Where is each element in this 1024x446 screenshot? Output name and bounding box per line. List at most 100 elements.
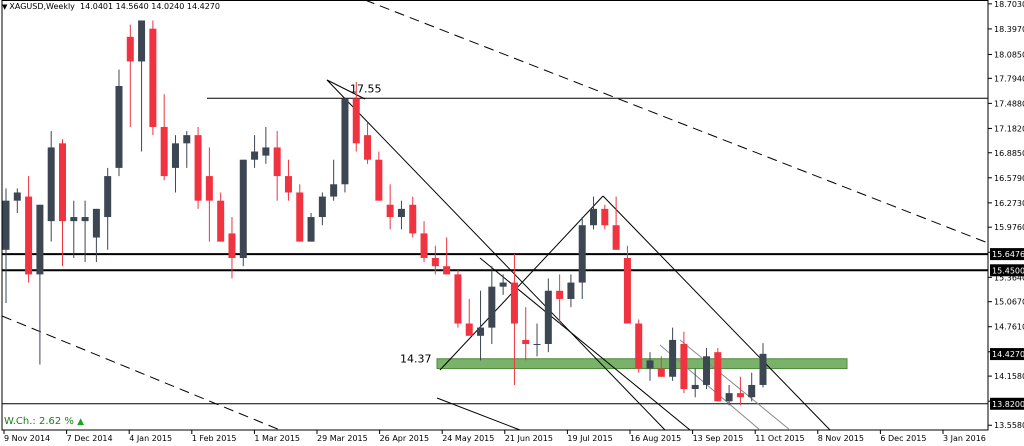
ohlc-values: 14.0401 14.5640 14.0240 14.4270 <box>80 2 220 11</box>
candle-bear <box>58 143 66 222</box>
y-tick-label: 15.0670 <box>994 298 1024 307</box>
candle-bear <box>736 393 744 398</box>
price-label-text: 14.4270 <box>992 350 1024 359</box>
candle-bull <box>477 327 485 336</box>
x-tick-label: 16 Aug 2015 <box>630 434 681 443</box>
y-tick-label: 16.8850 <box>994 149 1024 158</box>
menu-triangle-icon[interactable]: ▼ <box>2 3 8 11</box>
y-tick-label: 17.1820 <box>994 124 1024 133</box>
candle-bear <box>205 176 213 201</box>
price-label-badge <box>990 397 1024 410</box>
candle-bear <box>149 28 157 127</box>
candle-bull <box>725 393 733 402</box>
candle-bull <box>115 86 123 168</box>
x-tick-label: 26 Apr 2015 <box>380 434 429 443</box>
y-tick-label: 15.9760 <box>994 223 1024 232</box>
price-label-text: 13.8200 <box>992 400 1024 409</box>
candle-bull <box>748 384 756 398</box>
price-label-badge <box>990 248 1024 261</box>
candle-bull <box>488 286 496 328</box>
candle-bull <box>533 344 541 345</box>
x-tick-label: 9 Nov 2014 <box>4 434 50 443</box>
candle-bear <box>420 233 428 258</box>
candle-bull <box>239 159 247 258</box>
up-arrow-icon: ▲ <box>77 417 85 427</box>
price-label-badge <box>990 264 1024 277</box>
candle-bull <box>759 353 767 385</box>
x-tick-label: 21 Jun 2015 <box>505 434 553 443</box>
x-tick-label: 4 Jan 2015 <box>129 434 172 443</box>
y-tick-label: 14.7610 <box>994 323 1024 332</box>
candle-bull <box>669 339 677 377</box>
candle-bear <box>714 352 722 402</box>
price-label-text: 15.6476 <box>992 250 1024 259</box>
candle-bull <box>307 217 315 242</box>
minor-trend-2 <box>679 339 791 431</box>
axes: 18.7030 18.3970 18.0850 17.7940 17.4880 17.18… <box>3 0 1024 443</box>
candle-bear <box>623 258 631 324</box>
candle-bull <box>104 176 112 218</box>
y-tick-label: 18.0850 <box>994 50 1024 59</box>
downtrend-line-2 <box>602 195 831 431</box>
candle-bear <box>612 225 620 250</box>
candle-bear <box>657 368 665 377</box>
weekly-change: W.Ch.: 2.62 % ▲ <box>4 416 84 427</box>
minor-trend-1 <box>659 344 761 431</box>
x-tick-label: 24 May 2015 <box>442 434 494 443</box>
x-tick-label: 19 Jul 2015 <box>567 434 612 443</box>
symbol-label: XAGUSD,Weekly <box>9 2 75 11</box>
y-tick-label: 15.3640 <box>994 273 1024 282</box>
candle-bear <box>680 344 688 390</box>
candle-bull <box>691 384 699 390</box>
x-tick-label: 7 Dec 2014 <box>67 434 113 443</box>
candle-bull <box>578 225 586 283</box>
y-tick-label: 13.5580 <box>994 421 1024 430</box>
x-tick-label: 29 Mar 2015 <box>317 434 368 443</box>
candle-bull <box>92 208 100 238</box>
candle-bear <box>352 98 360 144</box>
candle-bull <box>47 147 55 222</box>
y-tick-label: 14.1580 <box>994 372 1024 381</box>
y-tick-label: 16.2730 <box>994 199 1024 208</box>
y-tick-label: 18.3970 <box>994 25 1024 34</box>
candle-bear <box>386 204 394 218</box>
x-tick-label: 11 Oct 2015 <box>755 434 804 443</box>
x-tick-label: 3 Jan 2016 <box>943 434 986 443</box>
candle-bull <box>70 217 78 222</box>
candle-bear <box>635 323 643 369</box>
candle-bear <box>601 208 609 226</box>
candle-bear <box>510 282 518 324</box>
candle-bear <box>284 176 292 193</box>
candles <box>2 20 767 406</box>
candle-bear <box>273 147 281 177</box>
price-label-text: 15.4500 <box>992 266 1024 275</box>
candle-bull <box>499 282 507 287</box>
y-tick-label: 16.5790 <box>994 174 1024 183</box>
dashed-lower-channel <box>1 315 281 431</box>
candle-bear <box>556 290 564 299</box>
candle-bear <box>160 126 168 177</box>
price-label-badge <box>990 348 1024 361</box>
downtrend-start <box>326 79 366 100</box>
candle-bull <box>138 20 146 62</box>
candle-bull <box>36 204 44 275</box>
candle-bear <box>443 266 451 275</box>
x-tick-label: 8 Nov 2015 <box>818 434 864 443</box>
candle-bear <box>522 339 530 344</box>
candle-bull <box>590 208 598 226</box>
weekly-change-label: W.Ch.: 2.62 % <box>4 416 74 427</box>
y-tick-label: 17.4880 <box>994 99 1024 108</box>
annotation-17-55: 17.55 <box>350 82 382 95</box>
candle-bear <box>465 323 473 336</box>
candle-bull <box>544 290 552 344</box>
candle-bull <box>13 192 21 201</box>
candle-bull <box>397 208 405 218</box>
x-tick-label: 1 Mar 2015 <box>254 434 300 443</box>
candle-bear <box>296 192 304 242</box>
candle-bull <box>251 151 259 160</box>
candle-bull <box>703 356 711 385</box>
candle-bear <box>454 274 462 324</box>
lower-segment <box>436 397 521 431</box>
x-tick-label: 13 Sep 2015 <box>693 434 744 443</box>
candle-bull <box>341 98 349 185</box>
